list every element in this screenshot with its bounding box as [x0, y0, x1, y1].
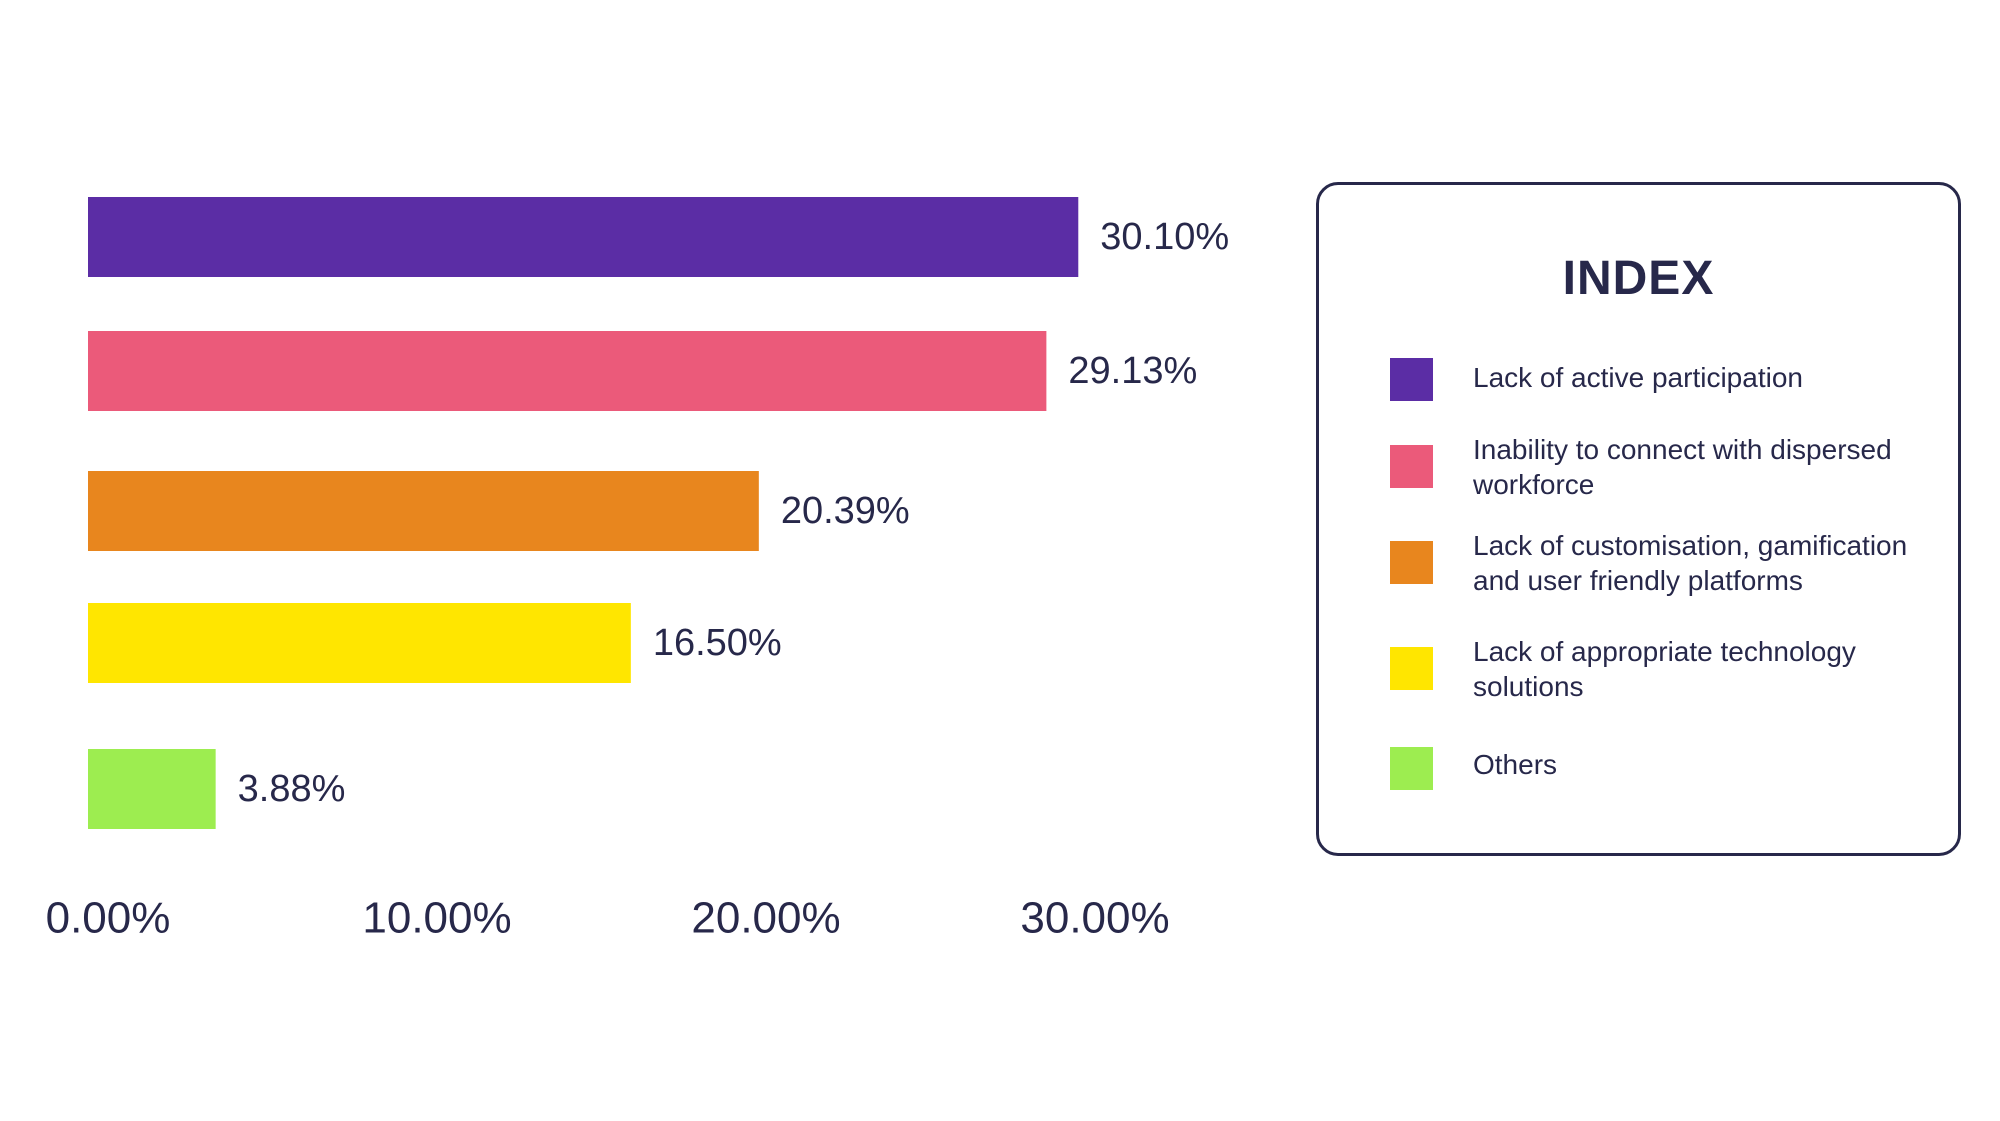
bar-value-label: 29.13% — [1068, 350, 1197, 392]
bar — [88, 749, 216, 829]
x-tick-label: 10.00% — [362, 894, 511, 943]
x-tick-label: 0.00% — [46, 894, 171, 943]
bar — [88, 471, 759, 551]
legend-label: Lack of appropriate technology solutions — [1473, 636, 1856, 702]
bar — [88, 603, 631, 683]
legend-swatch — [1390, 358, 1433, 401]
bar — [88, 331, 1047, 411]
bar-value-label: 20.39% — [781, 490, 910, 532]
x-tick-label: 30.00% — [1020, 894, 1169, 943]
legend-swatch — [1390, 647, 1433, 690]
legend-swatch — [1390, 747, 1433, 790]
legend-label: Lack of customisation, gamification and … — [1473, 530, 1908, 596]
legend-swatch — [1390, 541, 1433, 584]
legend-label: Lack of active participation — [1473, 362, 1803, 393]
x-tick-label: 20.00% — [691, 894, 840, 943]
bar-chart: 30.10% 29.13% 20.39% 16.50% 3.88% 0.00% 10.00%… — [46, 197, 1229, 943]
legend-box: INDEX Lack of active participation Inabi… — [1316, 182, 1961, 856]
legend-label: Others — [1473, 749, 1558, 780]
bar-value-label: 3.88% — [238, 768, 346, 810]
bar-value-label: 16.50% — [653, 622, 782, 664]
bar-value-label: 30.10% — [1100, 216, 1229, 258]
legend-label: Inability to connect with dispersed work… — [1473, 434, 1892, 500]
legend-title: INDEX — [1562, 252, 1715, 305]
bar — [88, 197, 1079, 277]
legend-swatch — [1390, 445, 1433, 488]
